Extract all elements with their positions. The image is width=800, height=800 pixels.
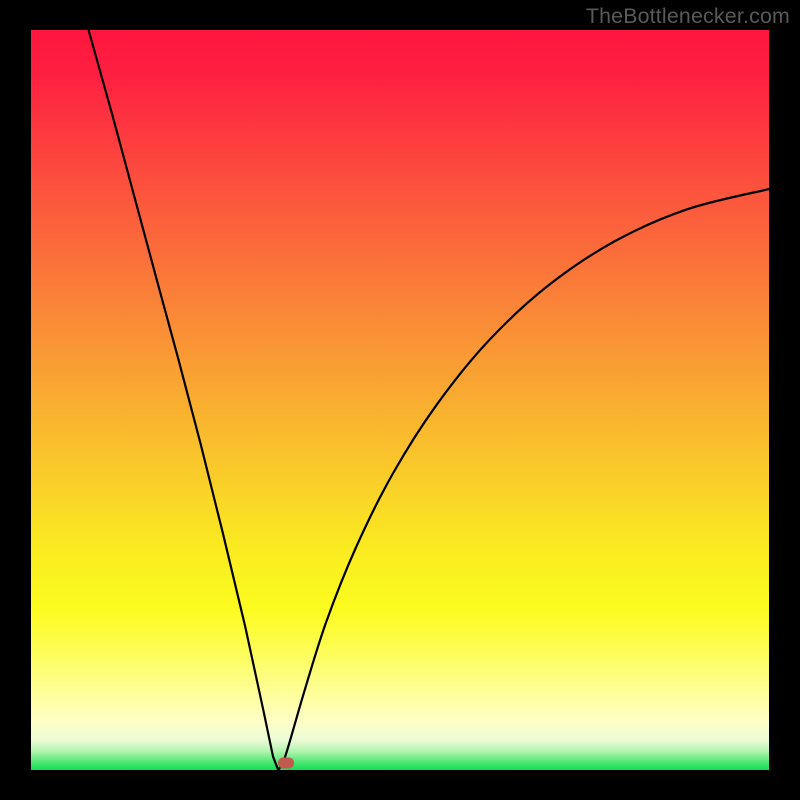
gradient-fill (31, 30, 769, 770)
optimal-point-marker (278, 757, 294, 768)
marker-shape (278, 757, 294, 768)
plot-area (31, 30, 769, 770)
chart-stage: TheBottlenecker.com (0, 0, 800, 800)
watermark-text: TheBottlenecker.com (586, 4, 790, 29)
